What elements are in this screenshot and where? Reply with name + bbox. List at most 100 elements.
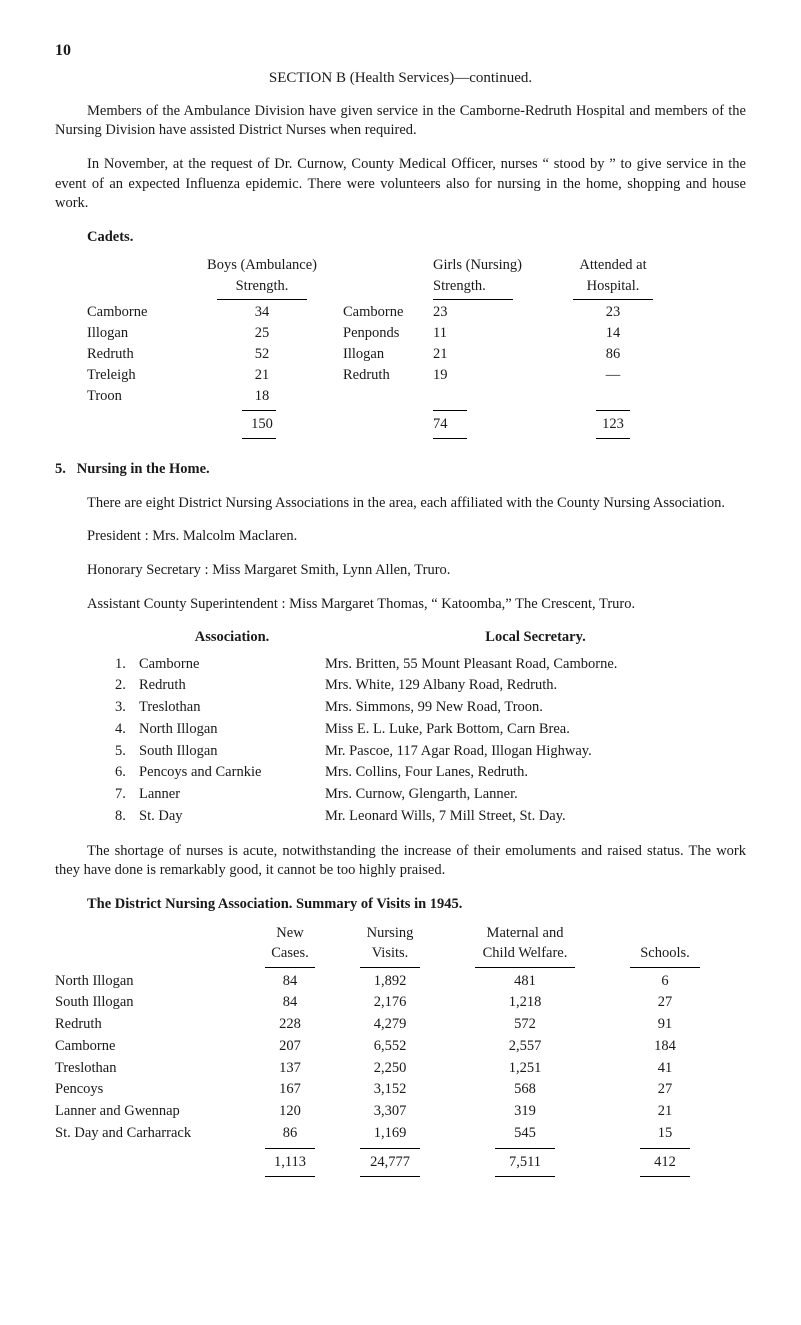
paragraph-2: In November, at the request of Dr. Curno… [55,155,746,214]
cadets-attended: 14 [553,323,673,344]
cadets-row: Redruth52Illogan2186 [87,344,746,365]
assoc-num: 2. [115,675,139,697]
cadets-girls-val [433,386,553,407]
visits-name: Pencoys [55,1079,245,1101]
col-boys-l2: Strength. [187,276,337,297]
cadets-boys-val: 52 [187,344,337,365]
visits-schools: 91 [605,1014,725,1036]
visits-maternal: 1,218 [445,992,605,1014]
visits-name: St. Day and Carharrack [55,1123,245,1145]
cadets-girls-name: Illogan [337,344,433,365]
visits-title: The District Nursing Association. Summar… [87,895,746,915]
visits-visits: 3,307 [335,1101,445,1123]
col-att-l2: Hospital. [553,276,673,297]
cadets-attended: — [553,365,673,386]
visits-new: 167 [245,1079,335,1101]
cadets-girls-val: 11 [433,323,553,344]
visits-h-sch: Schools. [605,944,725,964]
item-5-title: Nursing in the Home. [77,461,210,477]
assoc-secretary: Mrs. White, 129 Albany Road, Redruth. [325,675,746,697]
visits-visits: 4,279 [335,1014,445,1036]
visits-schools: 27 [605,1079,725,1101]
visits-h-mat2: Child Welfare. [445,944,605,964]
cadets-boys-name: Camborne [87,302,187,323]
visits-row: St. Day and Carharrack861,16954515 [55,1123,746,1145]
visits-new: 86 [245,1123,335,1145]
honsec-line: Honorary Secretary : Miss Margaret Smith… [87,561,746,581]
paragraph-1: Members of the Ambulance Division have g… [55,102,746,141]
visits-row: Pencoys1673,15256827 [55,1079,746,1101]
cadets-attended [553,386,673,407]
item-5-num: 5. [55,461,66,477]
association-row: 6.Pencoys and CarnkieMrs. Collins, Four … [115,762,746,784]
assoc-col-b: Local Secretary. [325,628,746,648]
visits-maternal: 481 [445,971,605,993]
association-row: 4.North IlloganMiss E. L. Luke, Park Bot… [115,719,746,741]
visits-maternal: 572 [445,1014,605,1036]
visits-new: 228 [245,1014,335,1036]
assoc-num: 3. [115,697,139,719]
col-girls-l2: Strength. [433,276,553,297]
visits-schools: 21 [605,1101,725,1123]
item-5-para: There are eight District Nursing Associa… [55,494,746,514]
assoc-secretary: Mrs. Simmons, 99 New Road, Troon. [325,697,746,719]
visits-maternal: 2,557 [445,1036,605,1058]
visits-visits: 6,552 [335,1036,445,1058]
visits-new: 84 [245,992,335,1014]
cadets-boys-name: Redruth [87,344,187,365]
cadets-total-att: 123 [553,414,673,435]
visits-row: Treslothan1372,2501,25141 [55,1058,746,1080]
association-row: 3.TreslothanMrs. Simmons, 99 New Road, T… [115,697,746,719]
visits-name: Lanner and Gwennap [55,1101,245,1123]
cadets-attended: 23 [553,302,673,323]
visits-schools: 184 [605,1036,725,1058]
visits-row: South Illogan842,1761,21827 [55,992,746,1014]
cadets-boys-name: Troon [87,386,187,407]
cadets-row: Camborne34Camborne2323 [87,302,746,323]
visits-h-new: New [245,924,335,944]
visits-new: 137 [245,1058,335,1080]
visits-total-sch: 412 [605,1152,725,1174]
assoc-name: South Illogan [139,741,325,763]
cadets-row: Treleigh21Redruth19— [87,365,746,386]
assoc-secretary: Mrs. Collins, Four Lanes, Redruth. [325,762,746,784]
assoc-name: Redruth [139,675,325,697]
visits-row: Lanner and Gwennap1203,30731921 [55,1101,746,1123]
page-number: 10 [55,40,746,62]
assoc-secretary: Miss E. L. Luke, Park Bottom, Carn Brea. [325,719,746,741]
visits-row: Camborne2076,5522,557184 [55,1036,746,1058]
assoc-name: Treslothan [139,697,325,719]
visits-new: 207 [245,1036,335,1058]
visits-name: North Illogan [55,971,245,993]
visits-maternal: 545 [445,1123,605,1145]
association-table: Association. Local Secretary. 1.Camborne… [115,628,746,828]
cadets-attended: 86 [553,344,673,365]
cadets-boys-val: 21 [187,365,337,386]
visits-row: North Illogan841,8924816 [55,971,746,993]
asst-line: Assistant County Superintendent : Miss M… [87,595,746,615]
visits-new: 84 [245,971,335,993]
item-5-para2: The shortage of nurses is acute, notwith… [55,842,746,881]
visits-visits: 3,152 [335,1079,445,1101]
col-boys-l1: Boys (Ambulance) [187,255,337,276]
cadets-girls-name [337,386,433,407]
association-row: 1.CamborneMrs. Britten, 55 Mount Pleasan… [115,654,746,676]
association-row: 8.St. DayMr. Leonard Wills, 7 Mill Stree… [115,806,746,828]
visits-maternal: 568 [445,1079,605,1101]
visits-h-vis2: Visits. [335,944,445,964]
visits-schools: 41 [605,1058,725,1080]
col-att-l1: Attended at [553,255,673,276]
assoc-name: Lanner [139,784,325,806]
visits-visits: 2,176 [335,992,445,1014]
visits-visits: 2,250 [335,1058,445,1080]
visits-name: South Illogan [55,992,245,1014]
assoc-name: Pencoys and Carnkie [139,762,325,784]
visits-visits: 1,892 [335,971,445,993]
visits-name: Treslothan [55,1058,245,1080]
assoc-secretary: Mr. Leonard Wills, 7 Mill Street, St. Da… [325,806,746,828]
assoc-name: North Illogan [139,719,325,741]
cadets-total-boys: 150 [187,414,337,435]
visits-total-mat: 7,511 [445,1152,605,1174]
cadets-boys-val: 25 [187,323,337,344]
cadets-boys-name: Treleigh [87,365,187,386]
